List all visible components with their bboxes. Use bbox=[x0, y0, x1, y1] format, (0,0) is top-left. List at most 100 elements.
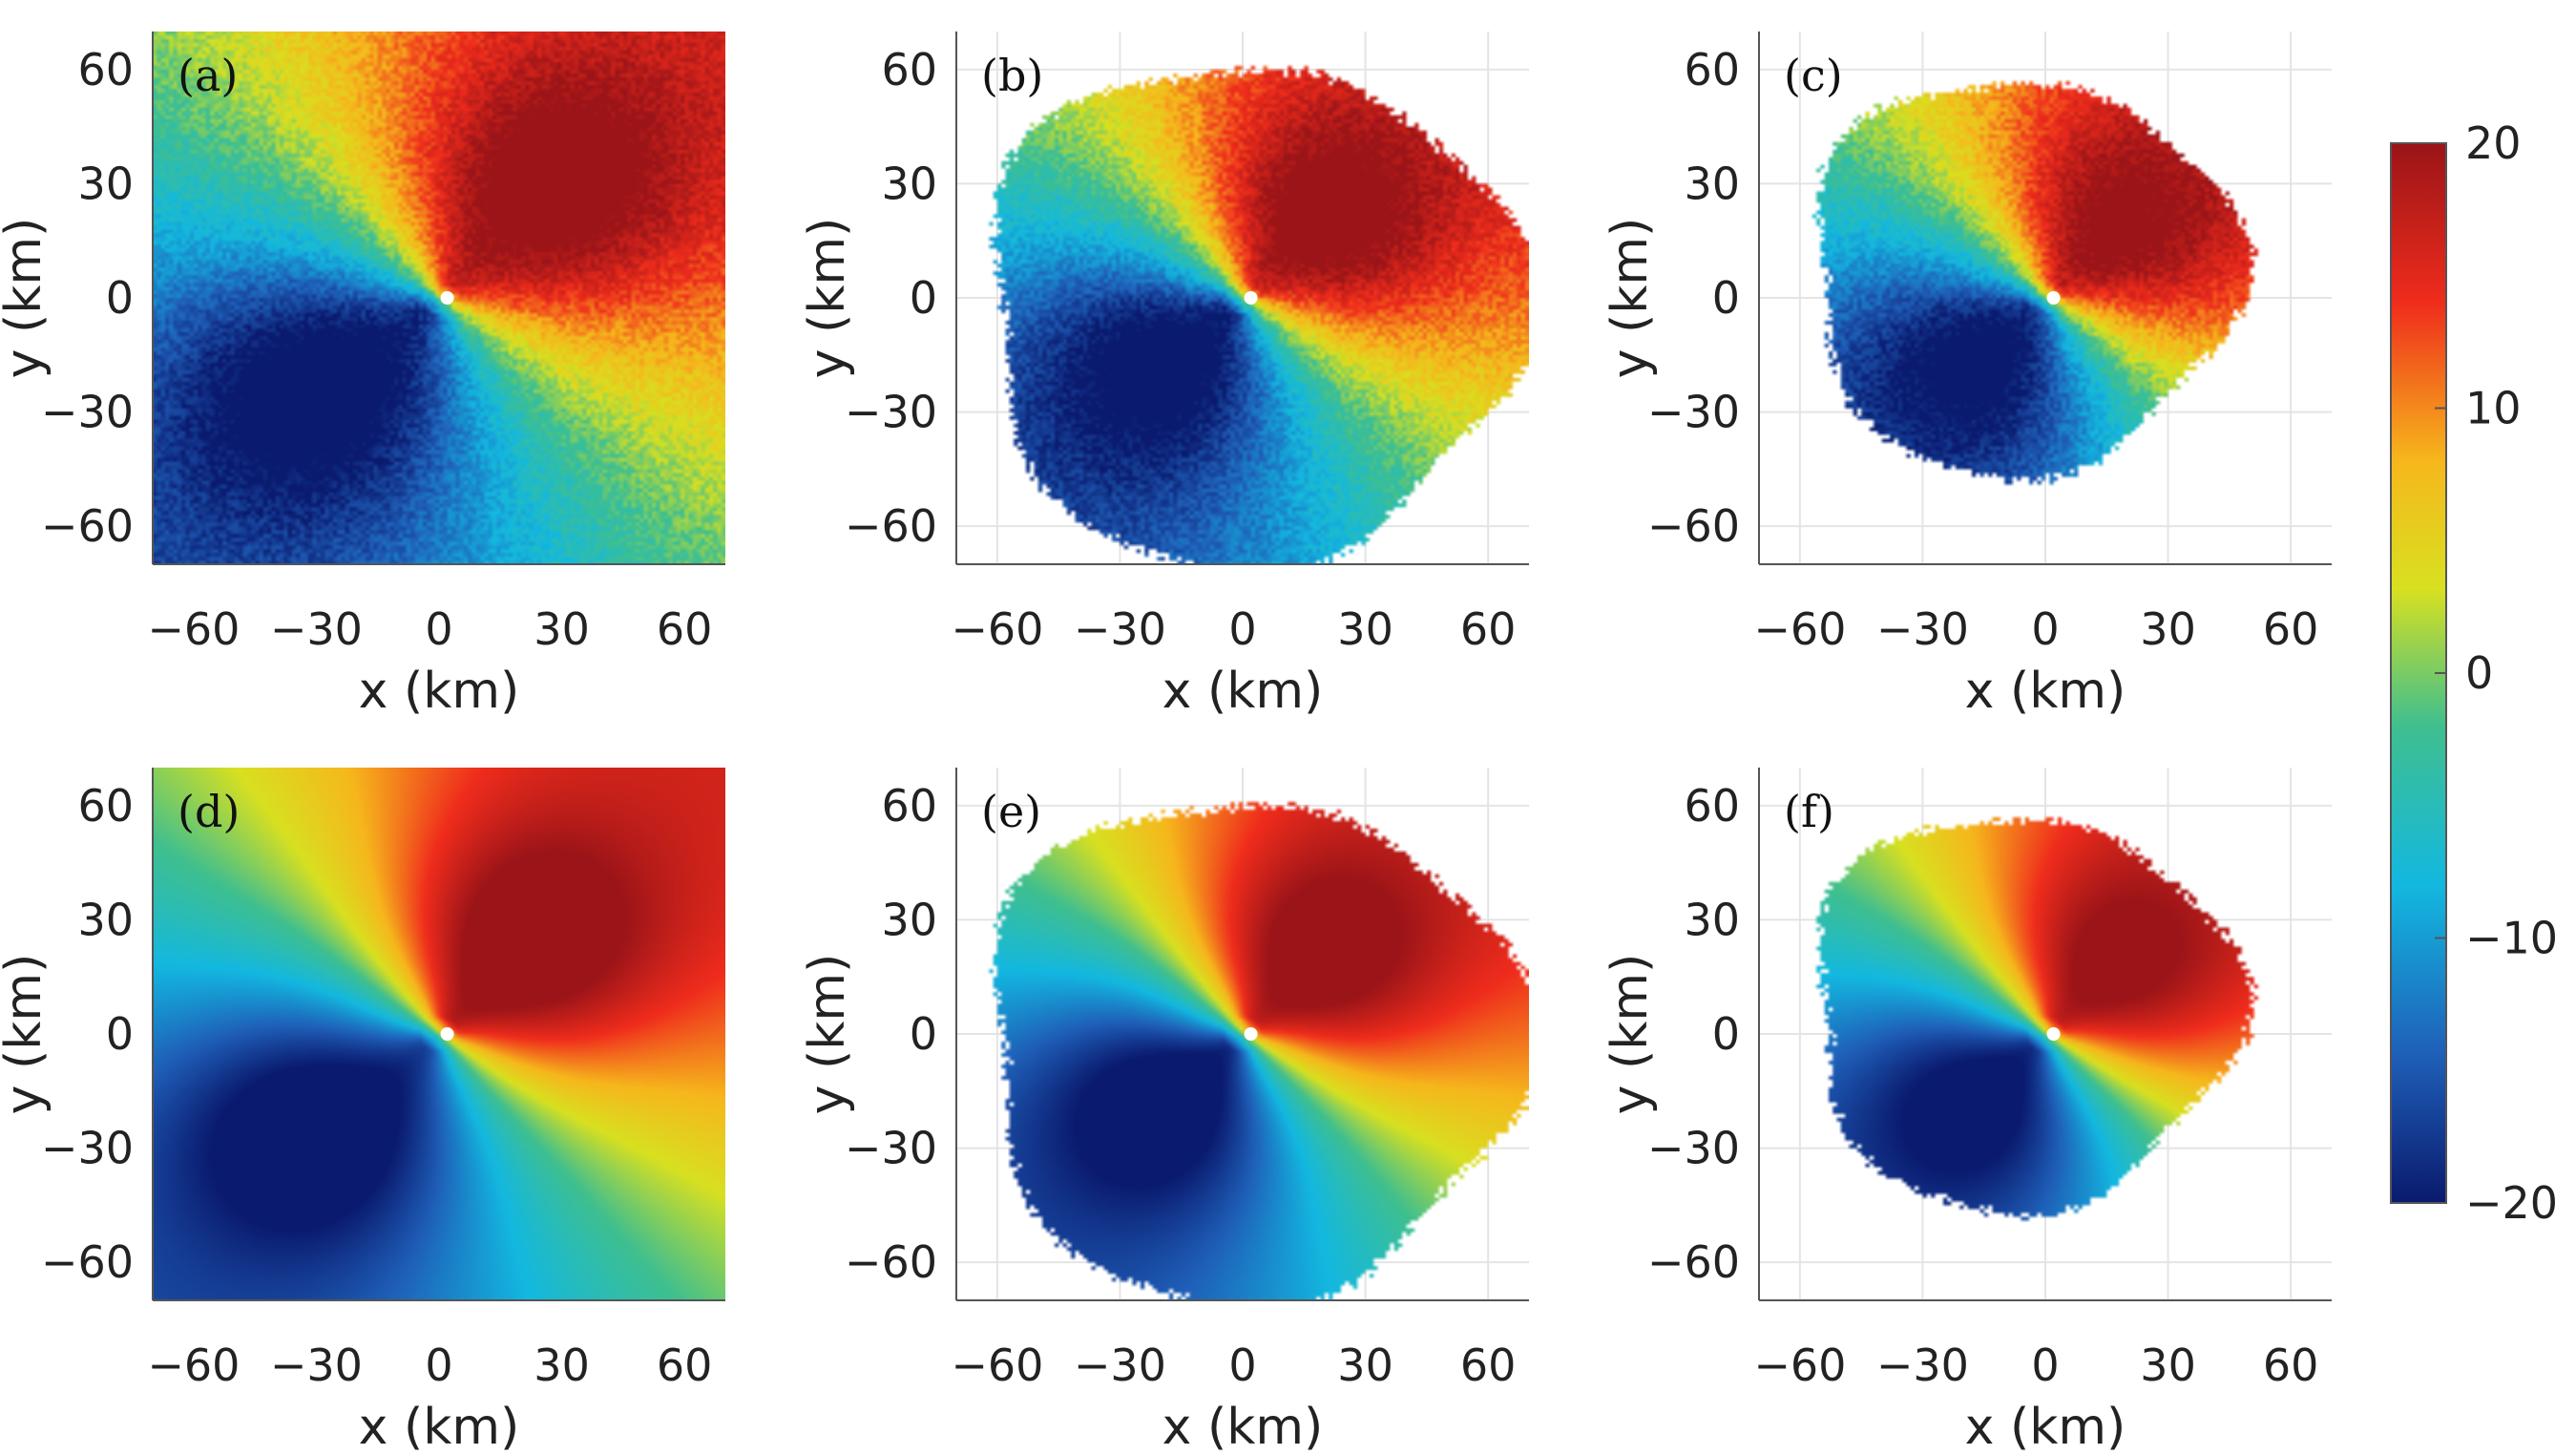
y-tick-label: −60 bbox=[41, 500, 134, 552]
y-axis-label: y (km) bbox=[799, 218, 856, 379]
x-tick-label: 60 bbox=[1460, 1339, 1517, 1391]
x-tick-label: 60 bbox=[1460, 603, 1517, 655]
x-axis-label: x (km) bbox=[1162, 663, 1324, 720]
x-tick-label: 60 bbox=[2263, 603, 2319, 655]
x-tick-label: 30 bbox=[2140, 1339, 2196, 1391]
y-tick-label: 0 bbox=[106, 272, 134, 324]
panel-f: −60 −30 0 30 60 60 30 0 −30 −60 x (km) y (km) (f) bbox=[1602, 768, 2332, 1455]
x-tick-label: −60 bbox=[1753, 603, 1846, 655]
radar-center-marker bbox=[440, 291, 454, 305]
y-tick-label: 60 bbox=[1684, 780, 1740, 832]
x-tick-label: 0 bbox=[425, 603, 452, 655]
x-axis-label: x (km) bbox=[359, 663, 520, 720]
y-tick-label: 0 bbox=[1712, 1008, 1740, 1060]
radar-center-marker bbox=[2046, 1027, 2061, 1041]
y-tick-label: 0 bbox=[106, 1008, 134, 1060]
y-tick-label: −30 bbox=[41, 387, 134, 438]
x-tick-label: −30 bbox=[1074, 1339, 1166, 1391]
x-tick-label: 30 bbox=[2140, 603, 2196, 655]
y-tick-label: −60 bbox=[1647, 1236, 1740, 1288]
heatmap-image bbox=[1759, 768, 2332, 1300]
panel-b: −60 −30 0 30 60 60 30 0 −30 −60 x (km) y (km) (b) bbox=[799, 32, 1529, 720]
radar-center-marker bbox=[1244, 291, 1258, 305]
x-tick-label: 30 bbox=[534, 603, 590, 655]
x-axis-label: x (km) bbox=[359, 1399, 520, 1455]
y-tick-label: −30 bbox=[1647, 1123, 1740, 1174]
x-tick-label: −30 bbox=[1876, 1339, 1969, 1391]
x-tick-label: −60 bbox=[147, 603, 240, 655]
x-tick-label: 60 bbox=[657, 1339, 713, 1391]
y-tick-label: 30 bbox=[77, 158, 134, 209]
x-tick-label: −30 bbox=[1876, 603, 1969, 655]
y-tick-label: 30 bbox=[1684, 158, 1740, 209]
y-tick-label: −30 bbox=[1647, 387, 1740, 438]
heatmap-image bbox=[153, 768, 725, 1300]
x-tick-label: 30 bbox=[1337, 603, 1393, 655]
panel-label: (e) bbox=[981, 786, 1041, 837]
x-tick-label: 30 bbox=[1337, 1339, 1393, 1391]
y-axis-label: y (km) bbox=[0, 954, 52, 1115]
panel-label: (f) bbox=[1784, 786, 1834, 837]
y-axis-label: y (km) bbox=[1602, 218, 1659, 379]
y-tick-label: 60 bbox=[77, 44, 134, 95]
x-tick-label: 0 bbox=[1228, 603, 1256, 655]
colorbar-tick-label: 20 bbox=[2465, 117, 2522, 169]
y-tick-label: 0 bbox=[910, 272, 937, 324]
y-tick-label: −30 bbox=[41, 1123, 134, 1174]
y-tick-label: −30 bbox=[845, 1123, 937, 1174]
y-tick-label: 60 bbox=[881, 780, 937, 832]
y-tick-label: 60 bbox=[1684, 44, 1740, 95]
y-tick-label: 30 bbox=[1684, 894, 1740, 945]
x-tick-label: −30 bbox=[1074, 603, 1166, 655]
panel-label: (b) bbox=[981, 50, 1043, 101]
panel-label: (a) bbox=[178, 50, 238, 101]
radar-center-marker bbox=[440, 1027, 454, 1041]
heatmap-image bbox=[1759, 32, 2332, 564]
x-tick-label: −60 bbox=[1753, 1339, 1846, 1391]
panel-e: −60 −30 0 30 60 60 30 0 −30 −60 x (km) y (km) (e) bbox=[799, 768, 1529, 1455]
x-axis-label: x (km) bbox=[1965, 1399, 2126, 1455]
x-tick-label: −60 bbox=[147, 1339, 240, 1391]
x-tick-label: 60 bbox=[2263, 1339, 2319, 1391]
panel-label: (d) bbox=[178, 786, 240, 837]
x-tick-label: 0 bbox=[2031, 603, 2059, 655]
y-tick-label: −60 bbox=[1647, 500, 1740, 552]
y-tick-label: 60 bbox=[77, 780, 134, 832]
y-tick-label: −60 bbox=[41, 1236, 134, 1288]
heatmap-image bbox=[956, 32, 1529, 564]
y-axis-label: y (km) bbox=[0, 218, 52, 379]
panel-d: −60 −30 0 30 60 60 30 0 −30 −60 x (km) y (km) (d) bbox=[0, 768, 725, 1455]
radar-center-marker bbox=[2046, 291, 2061, 305]
y-tick-label: −30 bbox=[845, 387, 937, 438]
x-tick-label: 60 bbox=[657, 603, 713, 655]
x-tick-label: 30 bbox=[534, 1339, 590, 1391]
colorbar-tick-label: −10 bbox=[2465, 913, 2558, 964]
x-axis-label: x (km) bbox=[1162, 1399, 1324, 1455]
colorbar-tick-label: −20 bbox=[2465, 1177, 2558, 1229]
y-tick-label: −60 bbox=[845, 500, 937, 552]
y-tick-label: 0 bbox=[910, 1008, 937, 1060]
y-tick-label: 30 bbox=[881, 158, 937, 209]
x-tick-label: 0 bbox=[425, 1339, 452, 1391]
colorbar-tick-label: 0 bbox=[2465, 647, 2493, 699]
x-tick-label: −60 bbox=[951, 603, 1043, 655]
x-tick-label: −30 bbox=[270, 603, 363, 655]
y-tick-label: 30 bbox=[77, 894, 134, 945]
y-axis-label: y (km) bbox=[1602, 954, 1659, 1115]
y-tick-label: −60 bbox=[845, 1236, 937, 1288]
colorbar-tick-label: 10 bbox=[2465, 383, 2522, 434]
y-tick-label: 60 bbox=[881, 44, 937, 95]
x-tick-label: 0 bbox=[2031, 1339, 2059, 1391]
radar-center-marker bbox=[1244, 1027, 1258, 1041]
x-tick-label: −30 bbox=[270, 1339, 363, 1391]
x-tick-label: 0 bbox=[1228, 1339, 1256, 1391]
y-axis-label: y (km) bbox=[799, 954, 856, 1115]
y-tick-label: 0 bbox=[1712, 272, 1740, 324]
heatmap-image bbox=[153, 32, 725, 564]
panel-label: (c) bbox=[1784, 50, 1843, 101]
panel-c: −60 −30 0 30 60 60 30 0 −30 −60 x (km) y (km) (c) bbox=[1602, 32, 2332, 720]
panel-a: −60 −30 0 30 60 60 30 0 −30 −60 x (km) y (km) (a) bbox=[0, 32, 725, 720]
heatmap-image bbox=[956, 768, 1529, 1300]
x-tick-label: −60 bbox=[951, 1339, 1043, 1391]
